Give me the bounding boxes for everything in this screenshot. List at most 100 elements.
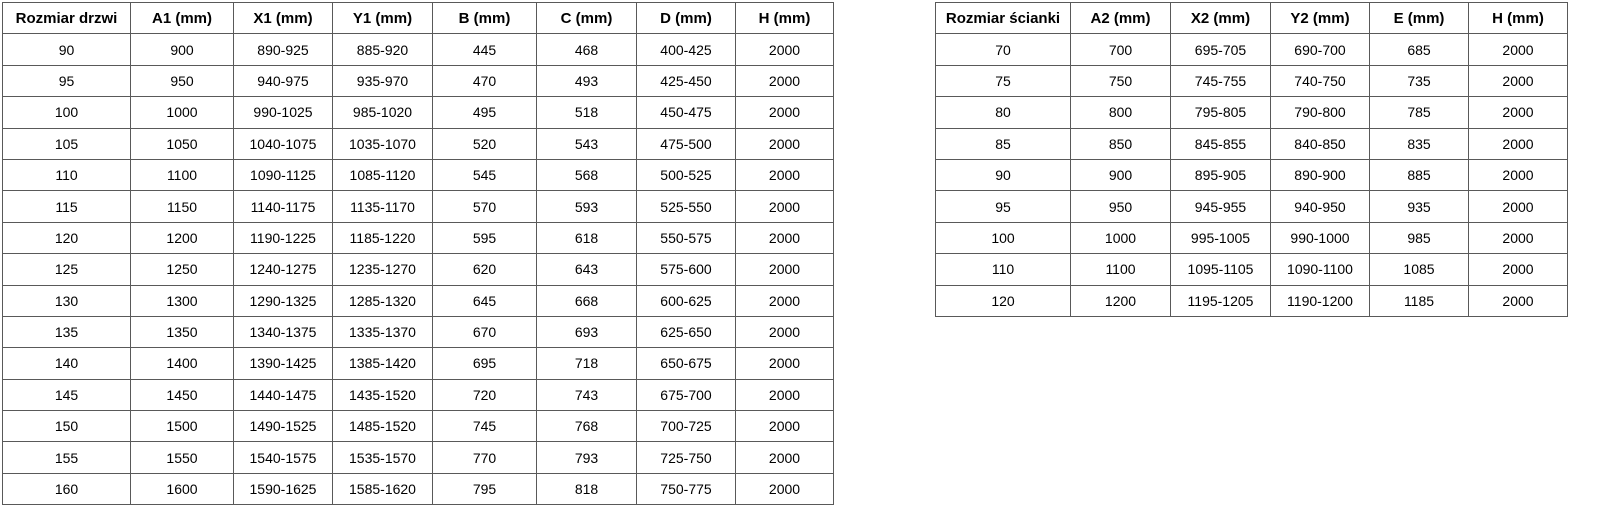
table-cell: 85 <box>935 127 1071 160</box>
table-cell: 100 <box>935 221 1071 255</box>
table-row: 130 1300 1290-1325 1285-1320 645 668 600-625 20… <box>2 284 834 317</box>
table-cell: 1600 <box>130 472 234 506</box>
table-cell: 1035-1070 <box>332 127 433 160</box>
table-cell: 800 <box>1070 96 1171 129</box>
table-cell: 643 <box>536 253 637 286</box>
column-header: A2 (mm) <box>1070 1 1171 35</box>
table-cell: 1100 <box>1070 253 1171 286</box>
table-cell: 1090-1125 <box>233 158 333 192</box>
table-cell: 935 <box>1369 190 1469 223</box>
table-cell: 475-500 <box>636 127 736 160</box>
table-cell: 1590-1625 <box>233 472 333 506</box>
table-cell: 95 <box>935 190 1071 223</box>
table-row: 110 1100 1090-1125 1085-1120 545 568 500-525 20… <box>2 158 834 192</box>
table-cell: 790-800 <box>1270 96 1370 129</box>
table-row: 155 1550 1540-1575 1535-1570 770 793 725-750 20… <box>2 441 834 474</box>
table-cell: 2000 <box>1468 190 1568 223</box>
table-cell: 1300 <box>130 284 234 317</box>
column-header: X2 (mm) <box>1170 1 1271 35</box>
table-cell: 693 <box>536 315 637 349</box>
table-row: 90 900 895-905 890-900 885 2000 <box>935 158 1568 192</box>
table-cell: 850 <box>1070 127 1171 160</box>
table-cell: 120 <box>2 221 131 255</box>
table-cell: 768 <box>536 410 637 443</box>
table-cell: 1535-1570 <box>332 441 433 474</box>
table-row: 85 850 845-855 840-850 835 2000 <box>935 127 1568 160</box>
table-cell: 668 <box>536 284 637 317</box>
table-cell: 740-750 <box>1270 64 1370 98</box>
table-row: 90 900 890-925 885-920 445 468 400-425 2000 <box>2 33 834 66</box>
table-cell: 695 <box>432 347 537 380</box>
table-cell: 2000 <box>735 284 834 317</box>
table-cell: 950 <box>1070 190 1171 223</box>
table-cell: 2000 <box>735 410 834 443</box>
table-cell: 743 <box>536 378 637 412</box>
table-cell: 2000 <box>735 190 834 223</box>
table-cell: 445 <box>432 33 537 66</box>
table-cell: 595 <box>432 221 537 255</box>
table-cell: 900 <box>130 33 234 66</box>
table-row: 100 1000 990-1025 985-1020 495 518 450-475 2000 <box>2 96 834 129</box>
table-cell: 1040-1075 <box>233 127 333 160</box>
table-cell: 75 <box>935 64 1071 98</box>
table-cell: 985 <box>1369 221 1469 255</box>
table-cell: 120 <box>935 284 1071 317</box>
table-cell: 1085 <box>1369 253 1469 286</box>
table-cell: 795 <box>432 472 537 506</box>
column-header: Rozmiar drzwi <box>2 1 131 35</box>
table-cell: 645 <box>432 284 537 317</box>
table-cell: 1135-1170 <box>332 190 433 223</box>
table-cell: 545 <box>432 158 537 192</box>
table-cell: 2000 <box>735 96 834 129</box>
table-cell: 700-725 <box>636 410 736 443</box>
table-cell: 520 <box>432 127 537 160</box>
column-header: X1 (mm) <box>233 1 333 35</box>
table-cell: 518 <box>536 96 637 129</box>
table-row: 135 1350 1340-1375 1335-1370 670 693 625-650 20… <box>2 315 834 349</box>
table-cell: 1540-1575 <box>233 441 333 474</box>
table-cell: 495 <box>432 96 537 129</box>
table-cell: 675-700 <box>636 378 736 412</box>
table-cell: 895-905 <box>1170 158 1271 192</box>
table-cell: 1250 <box>130 253 234 286</box>
table-cell: 550-575 <box>636 221 736 255</box>
table-cell: 1095-1105 <box>1170 253 1271 286</box>
table-cell: 845-855 <box>1170 127 1271 160</box>
table-cell: 770 <box>432 441 537 474</box>
table-cell: 1335-1370 <box>332 315 433 349</box>
door-size-table: Rozmiar drzwi A1 (mm) X1 (mm) Y1 (mm) B (mm)… <box>2 1 834 506</box>
table-cell: 2000 <box>735 127 834 160</box>
table-cell: 885-920 <box>332 33 433 66</box>
table-cell: 1440-1475 <box>233 378 333 412</box>
table-row: 115 1150 1140-1175 1135-1170 570 593 525-550 20… <box>2 190 834 223</box>
table-cell: 1435-1520 <box>332 378 433 412</box>
table-row: 140 1400 1390-1425 1385-1420 695 718 650-675 20… <box>2 347 834 380</box>
wall-size-table: Rozmiar ścianki A2 (mm) X2 (mm) Y2 (mm) E (m… <box>935 1 1568 317</box>
table-cell: 1400 <box>130 347 234 380</box>
table-cell: 670 <box>432 315 537 349</box>
table-cell: 720 <box>432 378 537 412</box>
column-header: H (mm) <box>1468 1 1568 35</box>
table-cell: 568 <box>536 158 637 192</box>
table-cell: 900 <box>1070 158 1171 192</box>
table-cell: 2000 <box>1468 96 1568 129</box>
table-cell: 2000 <box>1468 284 1568 317</box>
table-cell: 140 <box>2 347 131 380</box>
table-cell: 575-600 <box>636 253 736 286</box>
table-cell: 543 <box>536 127 637 160</box>
table-cell: 2000 <box>735 472 834 506</box>
table-cell: 130 <box>2 284 131 317</box>
table-cell: 950 <box>130 64 234 98</box>
table-cell: 685 <box>1369 33 1469 66</box>
table-cell: 450-475 <box>636 96 736 129</box>
table-cell: 1200 <box>1070 284 1171 317</box>
table-cell: 1350 <box>130 315 234 349</box>
table-cell: 690-700 <box>1270 33 1370 66</box>
table-cell: 2000 <box>735 378 834 412</box>
table-cell: 650-675 <box>636 347 736 380</box>
table-cell: 90 <box>2 33 131 66</box>
table-cell: 750-775 <box>636 472 736 506</box>
table-cell: 620 <box>432 253 537 286</box>
table-cell: 525-550 <box>636 190 736 223</box>
